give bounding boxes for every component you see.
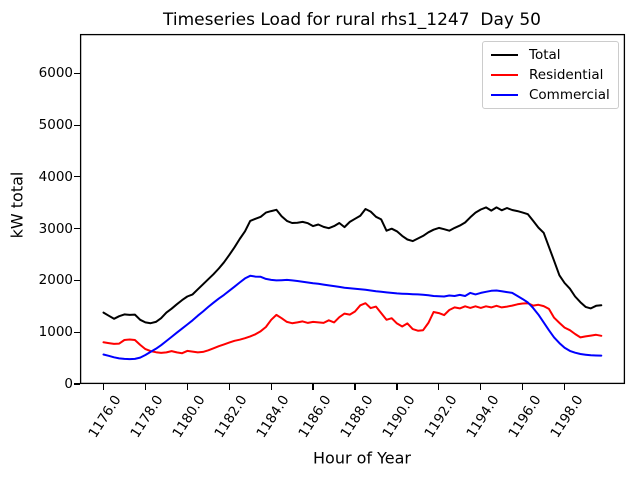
x-tick-mark bbox=[102, 384, 105, 390]
x-tick-mark bbox=[144, 384, 146, 390]
legend-label-commercial: Commercial bbox=[529, 87, 610, 103]
x-tick-mark bbox=[438, 384, 440, 390]
chart-title: Timeseries Load for rural rhs1_1247 Day … bbox=[163, 10, 541, 30]
series-residential-line bbox=[102, 302, 603, 355]
x-tick-mark bbox=[186, 384, 188, 390]
axes-frame bbox=[79, 33, 626, 385]
y-tick-mark bbox=[74, 279, 80, 282]
x-tick-mark bbox=[480, 384, 482, 390]
y-tick-mark bbox=[74, 176, 80, 178]
y-axis-label: kW total bbox=[7, 171, 27, 239]
legend: Total Residential Commercial bbox=[482, 41, 619, 109]
y-tick-label: 4000 bbox=[38, 168, 73, 185]
legend-entry-commercial: Commercial bbox=[491, 87, 618, 103]
y-tick-mark bbox=[74, 228, 80, 230]
y-tick-label: 0 bbox=[64, 376, 73, 392]
legend-entry-total: Total bbox=[491, 47, 618, 63]
series-commercial-line bbox=[102, 274, 603, 361]
plot-canvas bbox=[79, 33, 626, 385]
y-tick-label: 3000 bbox=[38, 220, 73, 237]
y-tick-mark bbox=[74, 124, 80, 126]
legend-line-sample-residential bbox=[491, 74, 518, 76]
y-tick-mark bbox=[74, 383, 80, 385]
legend-line-sample-total bbox=[491, 54, 518, 56]
y-tick-label: 1000 bbox=[38, 324, 73, 341]
y-tick-label: 5000 bbox=[38, 117, 73, 134]
plot-area bbox=[79, 33, 626, 385]
x-tick-mark bbox=[396, 384, 398, 390]
x-tick-mark bbox=[522, 384, 524, 390]
x-tick-mark bbox=[270, 384, 272, 390]
legend-label-residential: Residential bbox=[529, 67, 604, 83]
y-tick-mark bbox=[74, 331, 80, 333]
x-tick-mark bbox=[564, 384, 566, 390]
y-tick-label: 6000 bbox=[38, 65, 73, 82]
x-tick-mark bbox=[312, 384, 314, 390]
x-axis-label: Hour of Year bbox=[312, 448, 412, 468]
y-tick-label: 2000 bbox=[38, 272, 73, 289]
y-tick-mark bbox=[74, 72, 80, 74]
legend-line-sample-commercial bbox=[491, 94, 518, 96]
x-tick-mark bbox=[228, 384, 230, 390]
legend-label-total: Total bbox=[529, 47, 561, 63]
legend-entry-residential: Residential bbox=[491, 67, 618, 83]
x-tick-mark bbox=[354, 384, 356, 390]
series-total-line bbox=[102, 206, 603, 325]
